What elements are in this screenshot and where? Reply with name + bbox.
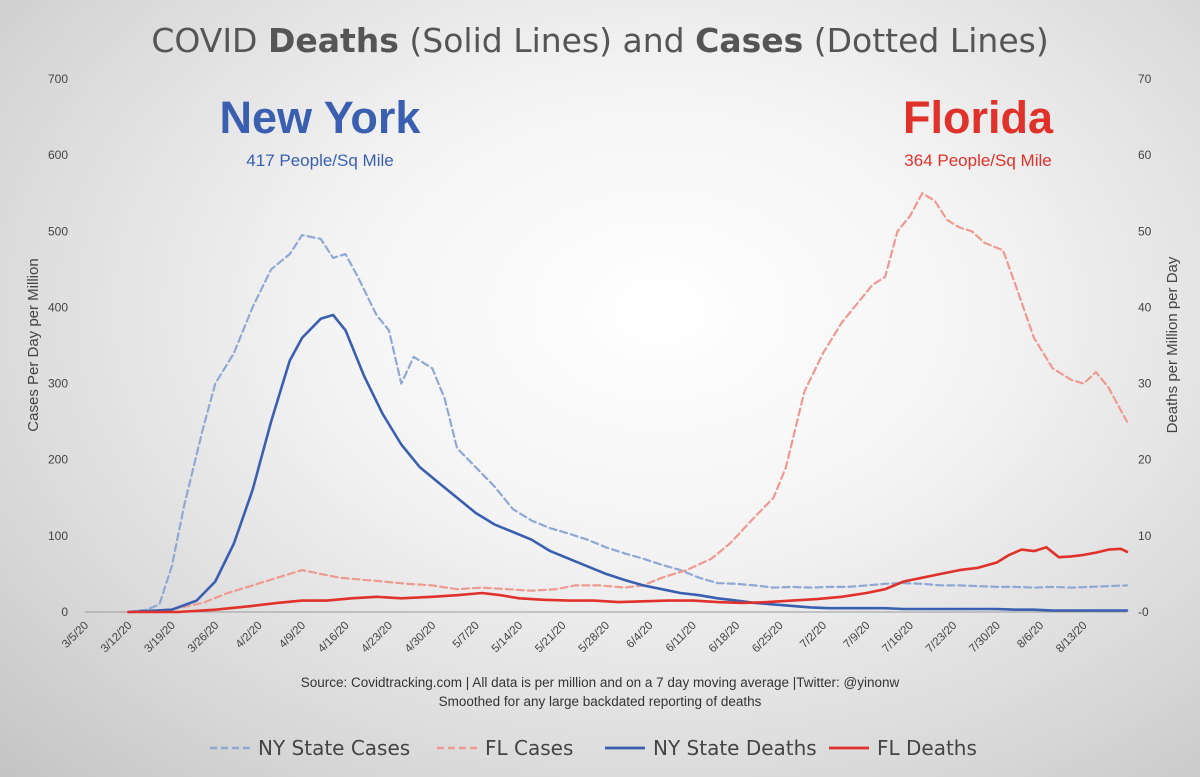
y-ticks-right: -0 10 20 30 40 50 60 70 [1138,72,1152,619]
y-ticks-left: 0 100 200 300 400 500 600 700 [48,72,68,619]
x-tick-label: 4/9/20 [277,620,308,651]
y-axis-right-label: Deaths per Million per Day [1164,256,1181,433]
legend-label: FL Deaths [877,736,977,760]
x-tick-label: 5/7/20 [451,620,482,651]
y-tick-right-label: 60 [1138,148,1152,162]
y-tick-right-label: 30 [1138,377,1152,391]
x-tick-label: 7/2/20 [798,620,829,651]
ny-name-annotation: New York [220,92,422,143]
y-tick-left-label: 400 [48,300,68,314]
x-tick-label: 7/23/20 [924,620,960,656]
x-tick-label: 4/2/20 [234,620,265,651]
x-tick-label: 3/5/20 [60,620,91,651]
x-tick-label: 8/13/20 [1054,620,1090,656]
legend-label: NY State Cases [258,736,410,760]
y-tick-left-label: 500 [48,224,68,238]
x-tick-label: 8/6/20 [1015,620,1046,651]
x-ticks: 3/5/20 3/12/20 3/19/20 3/26/20 4/2/20 4/9/20 4… [60,620,1090,656]
y-tick-left-label: 700 [48,72,68,86]
x-tick-label: 4/16/20 [316,620,352,656]
fl-density-annotation: 364 People/Sq Mile [904,151,1051,170]
x-tick-label: 7/16/20 [880,620,916,656]
x-tick-label: 5/14/20 [490,620,526,656]
y-tick-right-label: 70 [1138,72,1152,86]
y-tick-left-label: 100 [48,529,68,543]
y-tick-right-label: 20 [1138,453,1152,467]
legend-label: FL Cases [485,736,573,760]
fl-name-annotation: Florida [903,92,1054,143]
ny-density-annotation: 417 People/Sq Mile [246,151,393,170]
x-tick-label: 6/25/20 [750,620,786,656]
series-line-ny-state-deaths [127,313,1129,614]
y-tick-left-label: 0 [61,605,68,619]
series-lines [127,192,1129,614]
legend-label: NY State Deaths [653,736,817,760]
x-tick-label: 7/9/20 [842,620,873,651]
x-tick-label: 7/30/20 [967,620,1003,656]
x-tick-label: 6/11/20 [664,620,699,655]
source-note: Source: Covidtracking.com | All data is … [301,675,900,690]
x-tick-label: 3/19/20 [142,620,178,656]
series-line-fl-deaths [127,546,1129,614]
x-tick-label: 5/21/20 [533,620,569,656]
y-axis-left-label: Cases Per Day per Million [25,258,42,431]
y-tick-left-label: 200 [48,453,68,467]
legend: NY State Cases FL Cases NY State Deaths FL … [210,736,977,760]
smoothing-note: Smoothed for any large backdated reporti… [439,694,762,709]
y-tick-right-label: -0 [1138,605,1149,619]
series-line-ny-state-cases [127,234,1129,614]
x-tick-label: 6/4/20 [624,620,655,651]
y-tick-left-label: 600 [48,148,68,162]
chart-title: COVID Deaths (Solid Lines) and Cases (Do… [151,21,1048,60]
x-tick-label: 5/28/20 [577,620,613,656]
x-tick-label: 4/23/20 [359,620,395,656]
y-tick-right-label: 10 [1138,529,1152,543]
y-tick-right-label: 50 [1138,224,1152,238]
x-tick-label: 3/26/20 [186,620,222,656]
y-tick-left-label: 300 [48,377,68,391]
x-tick-label: 3/12/20 [99,620,135,656]
series-line-fl-cases [127,192,1129,614]
x-tick-label: 4/30/20 [403,620,439,656]
x-tick-label: 6/18/20 [707,620,743,656]
y-tick-right-label: 40 [1138,300,1152,314]
